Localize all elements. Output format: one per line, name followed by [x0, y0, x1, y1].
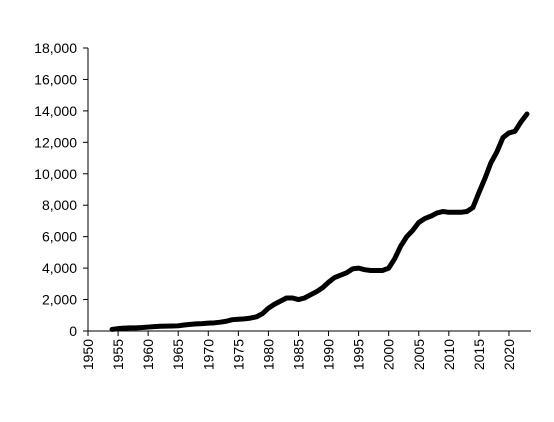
y-tick-label: 4,000: [42, 260, 77, 276]
x-tick-label: 1960: [140, 339, 156, 370]
x-tick-label: 2020: [501, 339, 517, 370]
x-tick-label: 1980: [260, 339, 276, 370]
y-tick-label: 2,000: [42, 292, 77, 308]
y-tick-label: 10,000: [34, 166, 77, 182]
x-tick-label: 1965: [170, 339, 186, 370]
x-tick-label: 1970: [200, 339, 216, 370]
y-tick-label: 8,000: [42, 197, 77, 213]
x-tick-label: 1975: [230, 339, 246, 370]
x-tick-label: 1950: [80, 339, 96, 370]
x-tick-label: 1985: [290, 339, 306, 370]
x-tick-label: 2010: [441, 339, 457, 370]
y-tick-label: 6,000: [42, 229, 77, 245]
y-tick-label: 12,000: [34, 134, 77, 150]
y-tick-label: 16,000: [34, 71, 77, 87]
y-tick-label: 0: [69, 323, 77, 339]
x-tick-label: 2005: [411, 339, 427, 370]
x-tick-label: 1990: [321, 339, 337, 370]
x-tick-label: 2015: [471, 339, 487, 370]
x-tick-label: 2000: [381, 339, 397, 370]
x-tick-label: 1955: [110, 339, 126, 370]
data-line: [109, 111, 530, 332]
y-tick-label: 18,000: [34, 40, 77, 56]
y-tick-label: 14,000: [34, 103, 77, 119]
x-tick-label: 1995: [351, 339, 367, 370]
